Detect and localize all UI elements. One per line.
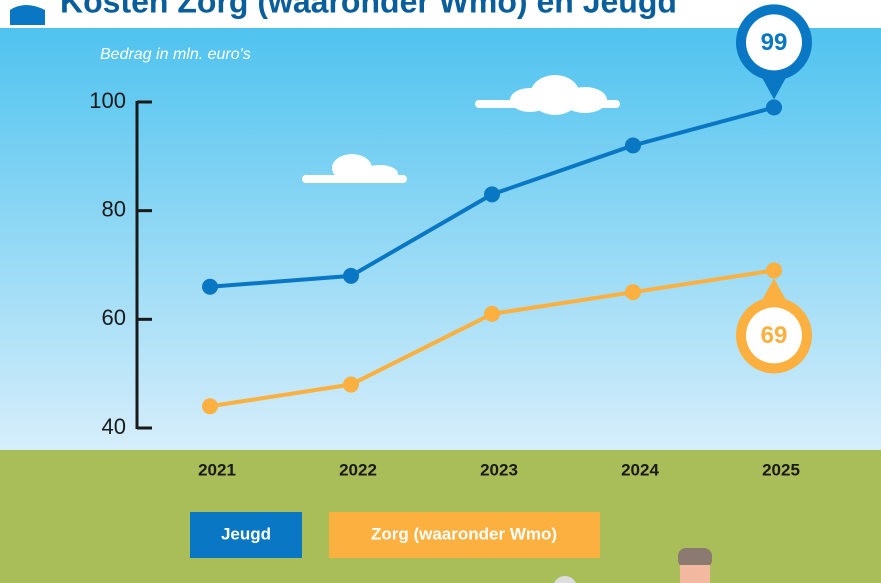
data-point: [766, 99, 782, 115]
data-point: [343, 377, 359, 393]
value-label: 99: [761, 29, 788, 56]
legend-label: Zorg (waaronder Wmo): [371, 524, 557, 543]
x-tick-label: 2025: [762, 460, 800, 479]
x-tick-label: 2022: [339, 460, 377, 479]
data-point: [625, 284, 641, 300]
x-tick-label: 2021: [198, 460, 236, 479]
y-tick-label: 100: [89, 88, 126, 113]
y-tick-label: 60: [102, 305, 126, 330]
x-tick-label: 2023: [480, 460, 518, 479]
y-tick-label: 80: [102, 196, 126, 221]
x-tick-label: 2024: [621, 460, 659, 479]
chart: Kosten Zorg (waaronder Wmo) en Jeugd Bed…: [0, 0, 881, 583]
data-point: [625, 137, 641, 153]
data-point: [202, 279, 218, 295]
subtitle: Bedrag in mln. euro's: [100, 46, 251, 63]
value-label: 69: [761, 322, 788, 349]
logo-icon: [10, 5, 45, 25]
data-point: [766, 262, 782, 278]
data-point: [343, 268, 359, 284]
data-point: [484, 306, 500, 322]
legend-label: Jeugd: [221, 524, 271, 543]
y-tick-label: 40: [102, 414, 126, 439]
data-point: [484, 186, 500, 202]
chart-title: Kosten Zorg (waaronder Wmo) en Jeugd: [60, 0, 677, 19]
data-point: [202, 398, 218, 414]
sky: [0, 28, 881, 450]
